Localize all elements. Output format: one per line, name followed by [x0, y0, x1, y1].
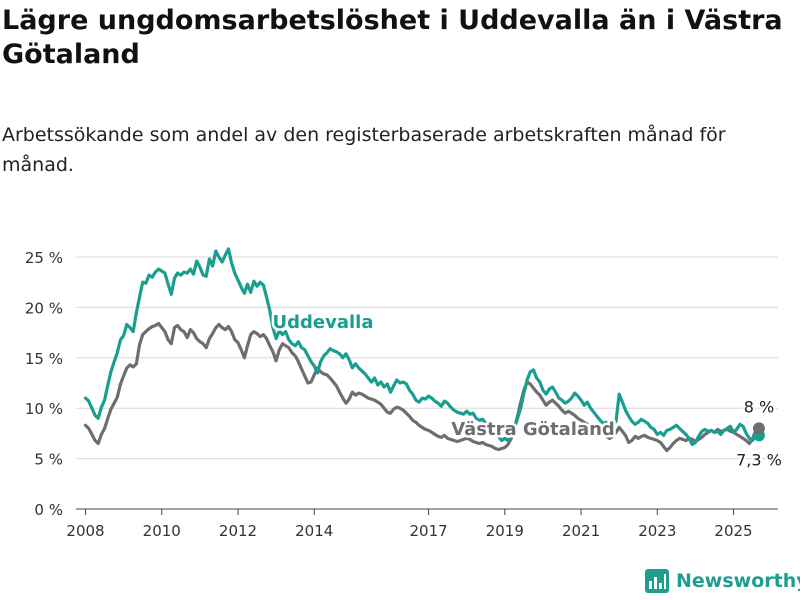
- x-tick-label: 2023: [638, 522, 676, 540]
- y-tick-label: 20 %: [25, 299, 63, 317]
- series-line-uddevalla: [83, 247, 761, 447]
- newsworthy-logo[interactable]: Newsworthy: [645, 569, 800, 593]
- bar-chart-icon: [645, 569, 669, 593]
- series-line-vastra-gotaland: [83, 321, 761, 453]
- end-label-uddevalla: 7,3 %: [736, 450, 782, 469]
- y-tick-label: 15 %: [25, 350, 63, 368]
- brand-name: Newsworthy: [676, 570, 800, 592]
- x-tick-label: 2025: [714, 522, 752, 540]
- end-label-vastra-gotaland: 8 %: [744, 397, 774, 416]
- y-tick-label: 0 %: [34, 501, 63, 519]
- x-tick-label: 2019: [486, 522, 524, 540]
- end-point-vastra-gotaland: [752, 422, 765, 435]
- chart-subtitle: Arbetssökande som andel av den registerb…: [2, 124, 726, 176]
- x-tick-label: 2021: [562, 522, 600, 540]
- y-tick-label: 10 %: [25, 400, 63, 418]
- series-label-vastra-gotaland: Västra Götaland: [451, 419, 615, 440]
- series-label-uddevalla: Uddevalla: [273, 312, 374, 333]
- x-tick-label: 2014: [295, 522, 333, 540]
- y-tick-label: 25 %: [25, 249, 63, 267]
- chart-title: Lägre ungdomsarbetslöshet i Uddevalla än…: [2, 5, 783, 70]
- x-tick-label: 2017: [409, 522, 447, 540]
- x-tick-label: 2008: [66, 522, 104, 540]
- x-tick-label: 2012: [219, 522, 257, 540]
- y-tick-label: 5 %: [34, 451, 63, 469]
- x-tick-label: 2010: [143, 522, 181, 540]
